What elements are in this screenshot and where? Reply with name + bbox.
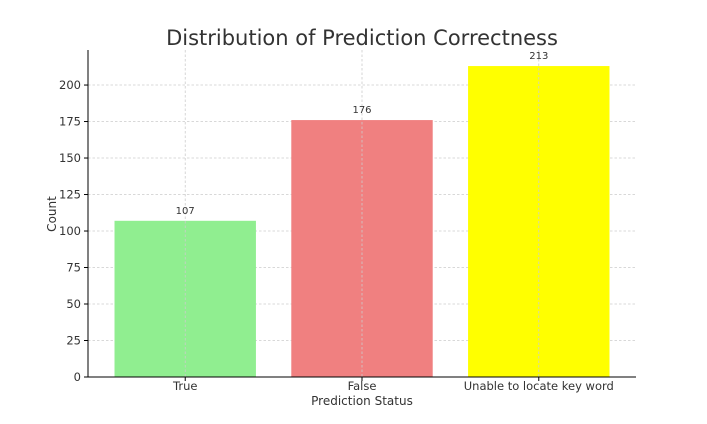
y-tick-label: 150 [59, 151, 81, 165]
x-ticks: True False Unable to locate key word [172, 377, 614, 393]
x-axis-label: Prediction Status [311, 394, 413, 408]
x-tick-label: True [172, 379, 197, 393]
y-tick-label: 100 [59, 224, 81, 238]
bar-value-label: 176 [352, 105, 371, 116]
y-tick-label: 50 [66, 297, 81, 311]
y-tick-label: 75 [66, 261, 81, 275]
bar-value-label: 107 [176, 206, 195, 217]
x-tick-label: False [348, 379, 377, 393]
y-ticks: 0 25 50 75 100 125 150 175 200 [59, 78, 88, 384]
chart-title: Distribution of Prediction Correctness [166, 26, 558, 50]
data-labels: 107 176 213 [176, 51, 549, 217]
y-tick-label: 175 [59, 115, 81, 129]
bar-value-label: 213 [529, 51, 548, 62]
x-tick-label: Unable to locate key word [464, 379, 614, 393]
y-tick-label: 200 [59, 78, 81, 92]
y-tick-label: 25 [66, 334, 81, 348]
bars [114, 50, 610, 378]
y-axis-label: Count [45, 196, 59, 232]
y-tick-label: 125 [59, 188, 81, 202]
y-tick-label: 0 [74, 370, 81, 384]
